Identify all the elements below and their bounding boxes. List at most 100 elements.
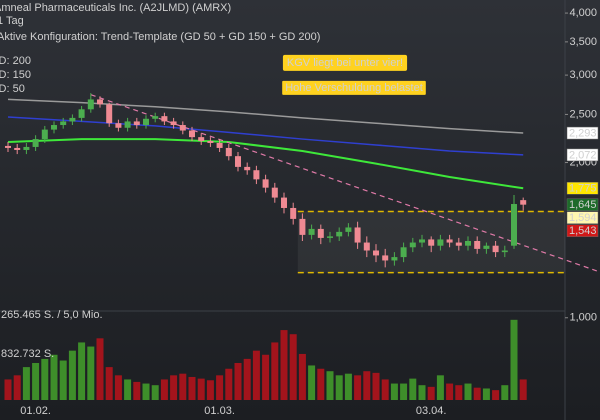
- volume-bar: [59, 360, 67, 400]
- candle-body: [23, 146, 30, 150]
- candle-body: [299, 218, 306, 235]
- note-text: Hohe Verschuldung belastet: [285, 82, 423, 94]
- candle-body: [492, 245, 499, 253]
- candle-body: [32, 139, 39, 147]
- volume-bar: [13, 375, 21, 400]
- price-tag-label: 2,293: [569, 127, 597, 139]
- volume-bar: [151, 385, 159, 400]
- candle-body: [446, 239, 453, 243]
- price-tag: [566, 211, 599, 224]
- candle-body: [97, 99, 103, 105]
- volume-bar: [234, 362, 242, 400]
- volume-bar: [354, 375, 362, 400]
- candle-body: [152, 116, 159, 119]
- volume-bar: [262, 354, 270, 400]
- volume-bar: [308, 365, 316, 400]
- volume-bar: [363, 371, 371, 400]
- volume-bar: [482, 388, 490, 400]
- volume-bar: [50, 354, 58, 400]
- volume-bar: [335, 375, 343, 400]
- volume-bar: [390, 383, 398, 400]
- legend-entry: GD: 150: [0, 69, 31, 81]
- volume-bar: [326, 371, 334, 400]
- volume-bar: [78, 342, 86, 400]
- candle-body: [373, 250, 379, 256]
- candle-body: [428, 239, 435, 246]
- candle-body: [400, 247, 407, 258]
- volume-bar: [22, 367, 30, 400]
- candle-body: [143, 118, 149, 126]
- candle-body: [483, 245, 490, 249]
- volume-bar: [87, 346, 95, 400]
- candle-body: [216, 142, 223, 148]
- candle-body: [161, 116, 168, 122]
- candle-body: [271, 187, 278, 198]
- volume-bar: [252, 350, 260, 400]
- volume-bar: [133, 381, 141, 400]
- x-tick-label: 01.02.: [20, 405, 51, 417]
- candle-body: [5, 145, 11, 148]
- candle-body: [170, 121, 177, 126]
- volume-bar: [32, 362, 40, 400]
- legend-entry: GD: 50: [0, 83, 25, 95]
- candle-body: [179, 125, 186, 131]
- volume-bar: [206, 380, 214, 400]
- candle-body: [115, 123, 122, 128]
- volume-bar: [298, 353, 306, 400]
- candle-body: [419, 239, 425, 243]
- volume-bar: [188, 376, 196, 400]
- candle-body: [336, 231, 343, 237]
- volume-bar: [436, 375, 444, 400]
- candle-body: [437, 239, 444, 246]
- price-tag-label: 1,775: [569, 183, 597, 195]
- volume-bar: [280, 330, 288, 400]
- volume-bar: [105, 367, 113, 400]
- volume-bar: [271, 342, 279, 400]
- volume-bar: [225, 368, 233, 400]
- candle-body: [391, 257, 398, 261]
- volume-bar: [160, 379, 168, 400]
- volume-bar: [41, 358, 49, 400]
- candle-body: [455, 242, 462, 246]
- volume-bar: [381, 379, 389, 400]
- x-tick-label: 03.04.: [416, 405, 447, 417]
- chart-subtitle: 1 Tag: [0, 15, 24, 27]
- candle-body: [317, 228, 324, 238]
- candle-body: [253, 170, 260, 180]
- candle-body: [51, 125, 57, 130]
- price-tag: [566, 126, 599, 140]
- candle-body: [235, 156, 241, 167]
- volume-bar: [519, 379, 527, 400]
- volume-bar: [409, 378, 417, 400]
- price-tag: [566, 198, 599, 211]
- volume-bar: [427, 386, 435, 400]
- volume-bar: [473, 387, 481, 400]
- y-tick-label: 3,000: [569, 69, 597, 81]
- volume-bar: [68, 350, 76, 400]
- price-tag-label: 2,072: [569, 149, 597, 161]
- candle-body: [327, 236, 333, 238]
- volume-bar: [372, 372, 380, 400]
- candle-body: [124, 121, 131, 128]
- volume-bar: [170, 375, 178, 400]
- moving-average: [7, 116, 524, 156]
- candle-body: [262, 179, 269, 188]
- volume-bar: [501, 385, 509, 400]
- volume-bar: [455, 385, 463, 400]
- volume-label: 265.465 S. / 5,0 Mio.: [1, 309, 103, 321]
- y-tick-label: 3,500: [569, 36, 597, 48]
- price-tag: [566, 224, 599, 237]
- y-tick-label: 4,000: [569, 7, 597, 19]
- candle-body: [363, 242, 370, 251]
- candle-body: [281, 197, 287, 208]
- candle-body: [511, 204, 517, 246]
- callout-box: [282, 54, 408, 71]
- candle-body: [106, 104, 113, 124]
- volume-bar: [216, 375, 224, 400]
- price-tag: [566, 148, 599, 162]
- price-tag-label: 1,543: [569, 225, 597, 237]
- candle-body: [14, 147, 21, 150]
- candle-body: [308, 228, 315, 235]
- moving-average: [7, 138, 524, 190]
